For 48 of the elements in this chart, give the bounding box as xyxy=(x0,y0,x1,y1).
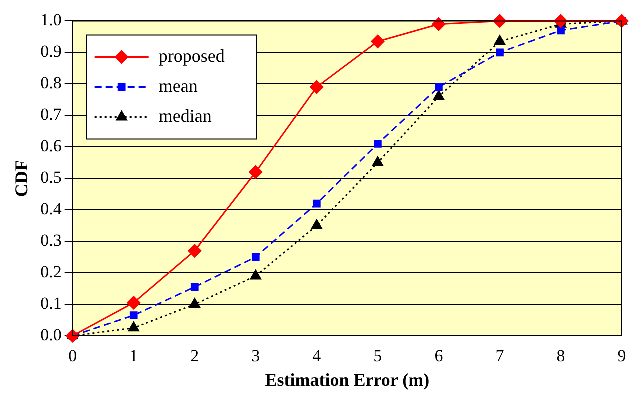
y-tick-label: 0.7 xyxy=(40,105,62,124)
x-tick-label: 0 xyxy=(68,346,78,366)
point xyxy=(127,296,141,310)
point xyxy=(252,253,260,262)
y-tick-label: 0.2 xyxy=(40,262,62,282)
point xyxy=(312,200,321,208)
point xyxy=(249,166,263,180)
point xyxy=(372,156,384,166)
point xyxy=(435,83,443,92)
y-tick-label: 0.9 xyxy=(40,42,62,62)
x-tick-label: 4 xyxy=(312,346,322,366)
point xyxy=(189,298,200,308)
x-tick-label: 1 xyxy=(130,346,138,366)
legend-label: mean xyxy=(158,76,198,96)
legend-label: median xyxy=(158,106,212,126)
x-tick-label: 9 xyxy=(618,346,626,366)
y-tick-label: 0.1 xyxy=(40,294,62,313)
point xyxy=(188,244,202,258)
y-tick-label: 1.0 xyxy=(40,10,62,30)
y-axis-title: CDF xyxy=(11,160,32,198)
point xyxy=(554,14,568,28)
point xyxy=(128,322,140,332)
point xyxy=(494,35,506,46)
x-tick-label: 2 xyxy=(190,346,200,366)
y-tick-label: 0.4 xyxy=(40,200,62,219)
point xyxy=(190,283,199,292)
legend-label: proposed xyxy=(158,46,225,66)
x-axis-title: Estimation Error (m) xyxy=(265,370,430,390)
point xyxy=(557,26,565,35)
y-tick-label: 0.6 xyxy=(40,136,62,156)
x-tick-label: 3 xyxy=(252,346,260,366)
x-tick-label: 7 xyxy=(496,346,505,366)
point xyxy=(311,220,322,230)
x-tick-label: 6 xyxy=(434,346,444,366)
y-tick-label: 0.5 xyxy=(40,168,62,188)
point xyxy=(496,48,504,57)
y-tick-label: 0.8 xyxy=(40,74,62,93)
x-tick-label: 8 xyxy=(556,346,566,366)
point xyxy=(374,140,382,148)
y-tick-label: 0.0 xyxy=(40,325,62,344)
point xyxy=(310,80,324,94)
point xyxy=(130,312,138,320)
y-tick-label: 0.3 xyxy=(40,231,62,250)
point xyxy=(371,34,385,48)
x-tick-label: 5 xyxy=(374,346,382,366)
point xyxy=(432,18,446,32)
point xyxy=(433,90,444,100)
point xyxy=(250,270,262,280)
